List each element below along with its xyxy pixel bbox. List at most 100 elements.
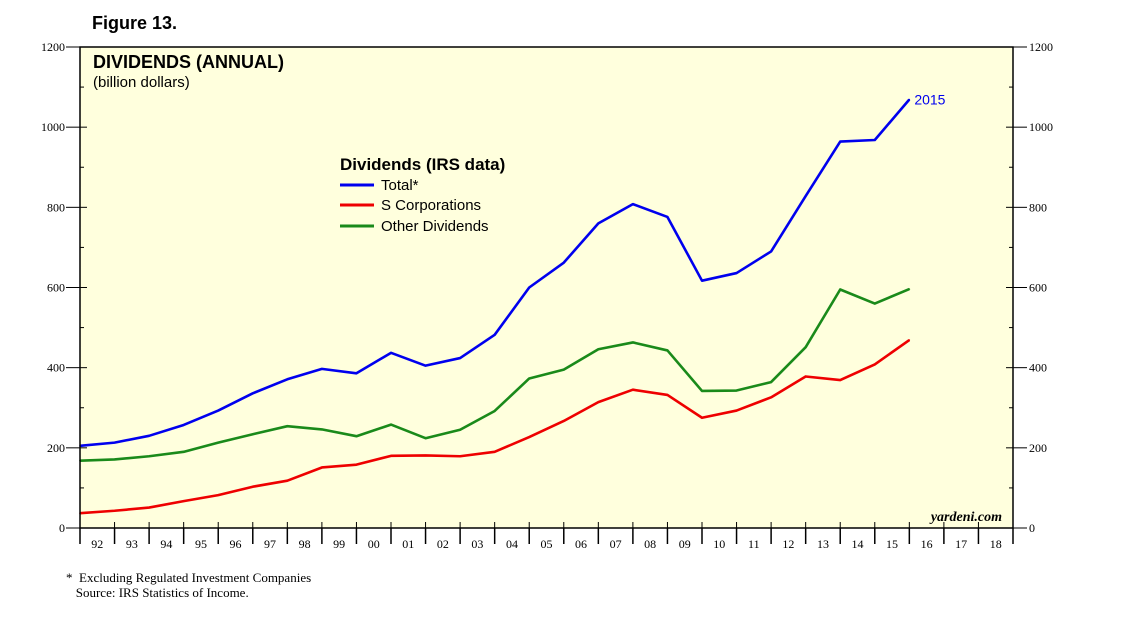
- data-point-other-dividends: [804, 346, 807, 349]
- data-point-total: [873, 139, 876, 141]
- data-point-other-dividends: [321, 428, 323, 431]
- data-point-s-corporations: [735, 409, 738, 412]
- data-point-s-corporations: [770, 396, 772, 399]
- x-tick-label: 92: [91, 537, 103, 551]
- data-point-other-dividends: [839, 288, 842, 291]
- data-point-total: [148, 435, 150, 437]
- data-point-total: [321, 368, 323, 370]
- x-tick-label: 01: [402, 537, 414, 551]
- data-point-total: [632, 203, 634, 205]
- data-point-other-dividends: [493, 410, 496, 412]
- data-point-other-dividends: [597, 348, 600, 351]
- legend-title: Dividends (IRS data): [340, 155, 505, 174]
- footnotes: * Excluding Regulated Investment Compani…: [66, 570, 311, 600]
- data-point-total: [459, 357, 461, 359]
- chart-title: DIVIDENDS (ANNUAL): [93, 52, 284, 72]
- data-point-other-dividends: [908, 288, 911, 290]
- y-tick-label-left: 800: [47, 200, 65, 214]
- data-point-s-corporations: [839, 379, 842, 381]
- data-point-total: [286, 378, 289, 381]
- legend-label-s-corporations: S Corporations: [381, 197, 481, 214]
- data-point-s-corporations: [666, 394, 669, 396]
- data-point-other-dividends: [770, 381, 772, 383]
- data-point-total: [182, 424, 185, 426]
- watermark: yardeni.com: [929, 510, 1002, 525]
- data-point-other-dividends: [148, 455, 150, 458]
- x-tick-label: 04: [506, 537, 518, 551]
- x-tick-label: 06: [575, 537, 587, 551]
- data-point-s-corporations: [459, 455, 461, 458]
- data-point-s-corporations: [493, 451, 496, 453]
- y-tick-label-right: 600: [1029, 281, 1047, 295]
- data-point-other-dividends: [666, 349, 669, 352]
- data-point-s-corporations: [562, 420, 565, 422]
- x-tick-label: 02: [437, 537, 449, 551]
- data-point-total: [217, 409, 220, 412]
- data-point-other-dividends: [286, 425, 289, 427]
- data-point-s-corporations: [390, 455, 392, 457]
- data-point-total: [424, 364, 427, 367]
- y-tick-label-right: 1200: [1029, 40, 1053, 54]
- data-point-s-corporations: [597, 401, 600, 403]
- data-point-other-dividends: [113, 458, 116, 461]
- data-point-other-dividends: [251, 433, 254, 436]
- data-point-s-corporations: [321, 466, 323, 469]
- x-tick-label: 17: [955, 537, 967, 551]
- x-tick-label: 16: [921, 537, 933, 551]
- data-point-total: [839, 140, 842, 143]
- data-point-s-corporations: [873, 363, 876, 366]
- data-point-s-corporations: [424, 454, 427, 457]
- x-tick-label: 11: [748, 537, 760, 551]
- x-tick-label: 00: [368, 537, 380, 551]
- x-tick-label: 18: [990, 537, 1002, 551]
- data-point-total: [701, 279, 703, 282]
- legend-label-other-dividends: Other Dividends: [381, 218, 489, 235]
- x-tick-label: 15: [886, 537, 898, 551]
- footnote-source: Source: IRS Statistics of Income.: [66, 585, 311, 600]
- footnote-source-text: Source: IRS Statistics of Income.: [75, 585, 249, 600]
- data-point-other-dividends: [424, 437, 427, 440]
- x-tick-label: 96: [230, 537, 242, 551]
- data-point-total: [528, 286, 531, 289]
- figure-label: Figure 13.: [92, 13, 178, 33]
- legend-label-total: Total*: [381, 177, 419, 194]
- series-end-label: 2015: [914, 92, 945, 108]
- data-point-other-dividends: [217, 441, 220, 444]
- x-tick-label: 09: [679, 537, 691, 551]
- data-point-total: [908, 98, 911, 101]
- data-point-other-dividends: [182, 451, 185, 453]
- x-tick-label: 08: [644, 537, 656, 551]
- y-tick-label-right: 1000: [1029, 120, 1053, 134]
- data-point-total: [355, 372, 358, 375]
- footnote-note: * Excluding Regulated Investment Compani…: [66, 570, 312, 585]
- x-tick-label: 05: [541, 537, 553, 551]
- data-point-total: [770, 250, 772, 253]
- data-point-other-dividends: [390, 423, 392, 426]
- data-point-s-corporations: [528, 436, 531, 438]
- x-tick-label: 10: [713, 537, 725, 551]
- x-tick-label: 94: [160, 537, 172, 551]
- x-tick-label: 99: [333, 537, 345, 551]
- data-point-s-corporations: [251, 485, 254, 488]
- y-tick-label-right: 800: [1029, 200, 1047, 214]
- y-tick-label-left: 1000: [41, 120, 65, 134]
- data-point-other-dividends: [632, 341, 634, 344]
- x-tick-label: 93: [126, 537, 138, 551]
- data-point-s-corporations: [804, 375, 807, 378]
- y-tick-label-right: 0: [1029, 521, 1035, 535]
- data-point-total: [251, 392, 254, 395]
- data-point-total: [735, 272, 738, 274]
- chart-subtitle: (billion dollars): [93, 74, 190, 91]
- data-point-s-corporations: [217, 494, 220, 496]
- y-tick-label-left: 0: [59, 521, 65, 535]
- data-point-s-corporations: [148, 506, 150, 509]
- data-point-other-dividends: [528, 377, 531, 380]
- data-point-s-corporations: [632, 388, 634, 391]
- x-tick-label: 98: [299, 537, 311, 551]
- x-tick-label: 97: [264, 537, 276, 551]
- data-point-s-corporations: [182, 500, 185, 502]
- y-tick-label-left: 1200: [41, 40, 65, 54]
- data-point-other-dividends: [355, 435, 358, 438]
- x-tick-label: 03: [471, 537, 483, 551]
